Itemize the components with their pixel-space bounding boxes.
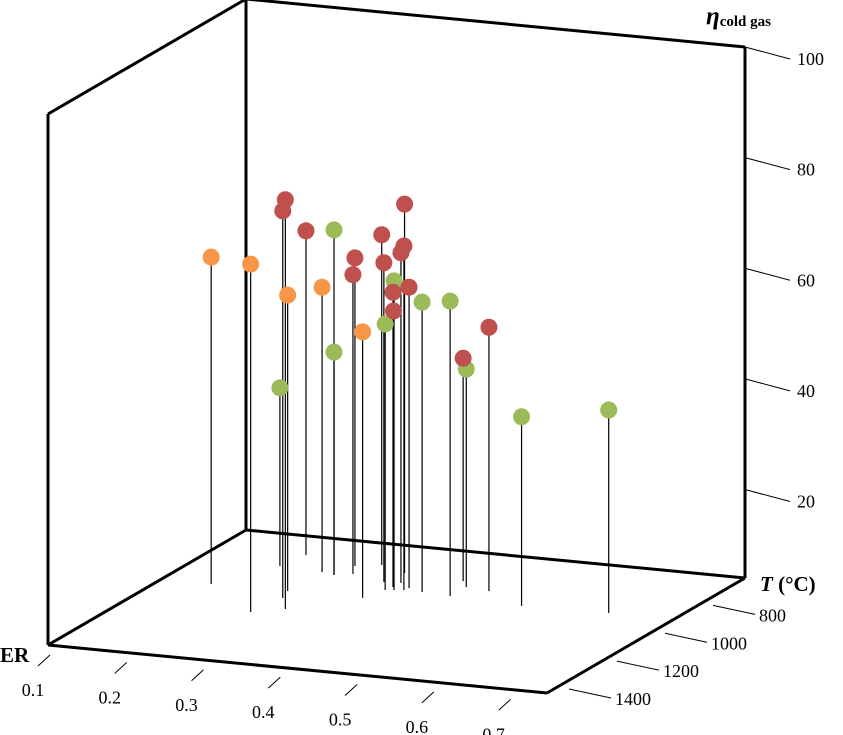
data-point (400, 278, 418, 296)
x-tick-label: 0.5 (329, 710, 352, 730)
data-point (242, 255, 260, 273)
data-point (392, 244, 410, 262)
y-axis-symbol: T (760, 572, 774, 596)
z-tick-mark (744, 267, 791, 281)
data-point (413, 293, 431, 311)
x-tick-mark (267, 676, 281, 689)
data-point (202, 248, 220, 266)
data-point (279, 286, 297, 304)
data-point (325, 221, 343, 239)
data-points (202, 191, 618, 426)
x-tick-mark (344, 684, 358, 696)
stems (210, 199, 610, 613)
x-tick-label: 0.6 (406, 717, 429, 735)
y-tick-mark (712, 604, 756, 615)
z-tick-mark (744, 378, 791, 392)
axis-edge (47, 0, 247, 116)
x-tick-mark (37, 654, 51, 667)
z-axis-title: ηcold gas (706, 3, 771, 30)
y-tick-label: 1400 (615, 689, 651, 709)
data-point (344, 266, 362, 284)
data-point (384, 283, 402, 301)
z-tick-label: 80 (797, 160, 815, 180)
x-tick-label: 0.7 (482, 724, 505, 735)
z-axis-symbol: η (706, 3, 720, 30)
axis-edge (47, 643, 548, 695)
data-point (480, 318, 498, 336)
data-point (454, 349, 472, 367)
x-tick-label: 0.2 (99, 687, 122, 707)
axis-edge (245, 0, 746, 49)
data-point (600, 401, 618, 419)
data-point (346, 249, 364, 267)
axes-box (46, 0, 747, 695)
data-point (396, 195, 414, 213)
axis-edge (47, 528, 247, 647)
data-point (354, 323, 372, 341)
z-tick-label: 60 (797, 270, 815, 290)
y-tick-label: 1000 (711, 633, 747, 653)
data-point (513, 408, 531, 426)
data-point (274, 202, 292, 220)
data-point (313, 278, 331, 296)
z-tick-label: 40 (797, 381, 815, 401)
data-point (325, 343, 343, 361)
y-tick-label: 800 (759, 605, 786, 625)
y-tick-mark (616, 660, 660, 671)
data-point (375, 254, 393, 272)
x-tick-mark (191, 669, 204, 682)
z-tick-mark (744, 489, 791, 502)
x-tick-mark (114, 662, 128, 674)
z-tick-label: 20 (797, 492, 815, 512)
data-point (441, 292, 459, 310)
y-tick-mark (664, 632, 708, 643)
data-point (385, 302, 403, 320)
axis-ticks: 20 40 60 80 100 0.1 0.2 0.3 0.4 0.5 0.6 0.7 800 1000 1… (22, 46, 824, 735)
data-point (271, 379, 289, 397)
x-axis-title: ER (0, 643, 30, 667)
x-tick-label: 0.1 (22, 680, 45, 700)
data-point (297, 222, 315, 240)
z-tick-mark (744, 157, 791, 171)
x-tick-mark (498, 698, 511, 711)
data-point (373, 226, 391, 244)
x-tick-label: 0.3 (175, 695, 198, 715)
y-tick-label: 1200 (663, 661, 699, 681)
z-tick-label: 100 (797, 49, 824, 69)
x-tick-mark (421, 691, 435, 704)
x-tick-label: 0.4 (252, 702, 275, 722)
y-tick-mark (568, 688, 612, 699)
axis-edge (245, 528, 746, 580)
z-axis-subscript: cold gas (720, 14, 771, 30)
data-point (376, 315, 394, 333)
axis-edge (546, 576, 746, 695)
y-axis-unit: (°C) (773, 572, 816, 596)
y-axis-title: T (°C) (760, 572, 816, 596)
z-tick-mark (744, 46, 791, 60)
